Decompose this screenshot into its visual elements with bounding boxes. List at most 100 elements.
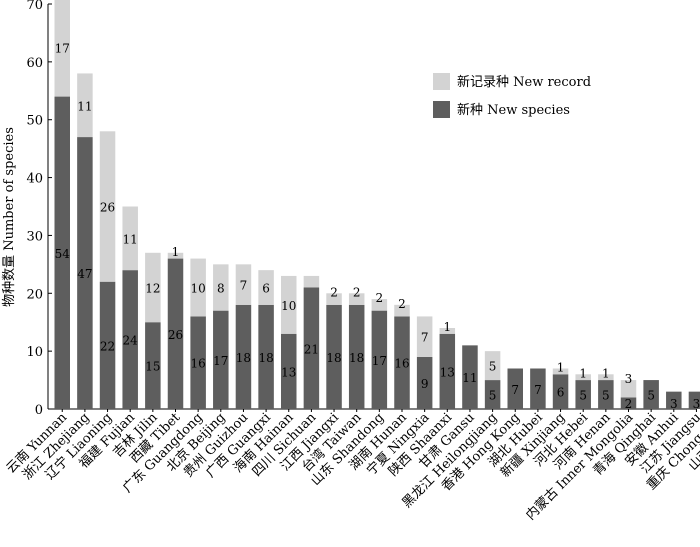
data-label-new-species: 3 — [693, 397, 700, 411]
data-label-new-species: 18 — [236, 351, 251, 365]
bar-new-species — [213, 310, 229, 409]
data-label-new-record: 1 — [172, 245, 180, 259]
bar-new-record — [620, 380, 637, 398]
data-label-new-record: 2 — [330, 285, 338, 299]
data-label-new-record: 26 — [100, 201, 115, 215]
bar-new-species — [462, 345, 478, 409]
data-label-new-record: 7 — [240, 279, 248, 293]
data-label-new-record: 10 — [191, 282, 206, 296]
bar-new-species — [77, 137, 93, 410]
data-label-new-record: 1 — [602, 366, 610, 380]
legend-label-new-record: 新记录种 New record — [457, 74, 591, 90]
data-labels: 5417471122262411151226116101781871861310… — [55, 41, 700, 411]
data-label-new-species: 21 — [304, 342, 319, 356]
data-label-new-species: 5 — [489, 389, 497, 403]
bar-new-species — [688, 391, 700, 409]
data-label-new-species: 9 — [421, 377, 429, 391]
data-label-new-species: 11 — [462, 371, 477, 385]
bar-new-species — [54, 96, 70, 410]
bar-new-species — [258, 304, 274, 409]
legend-swatch-new-record — [433, 73, 450, 90]
bar-new-species — [552, 374, 569, 409]
bars — [54, 0, 700, 410]
legend-label-new-species: 新种 New species — [457, 102, 570, 118]
bar-new-species — [281, 333, 297, 409]
bar-new-species — [326, 304, 342, 409]
bar-new-species — [598, 380, 614, 409]
data-label-new-record: 11 — [77, 99, 92, 113]
data-label-new-species: 6 — [557, 386, 565, 400]
bar-new-species — [99, 281, 116, 409]
data-label-new-record: 2 — [398, 297, 406, 311]
bar-new-record — [598, 374, 614, 381]
bar-new-species — [666, 391, 682, 409]
bar-new-record — [439, 328, 456, 334]
data-label-new-species: 5 — [602, 389, 610, 403]
data-label-new-species: 7 — [511, 383, 519, 397]
bar-new-species — [620, 397, 637, 409]
bar-new-species — [235, 304, 252, 409]
bar-new-record — [326, 293, 342, 305]
bar-new-record — [190, 258, 206, 317]
bar-new-record — [348, 293, 365, 305]
data-label-new-species: 13 — [281, 365, 296, 379]
data-label-new-species: 16 — [394, 357, 409, 371]
data-label-new-species: 13 — [440, 365, 455, 379]
y-tick-label: 40 — [26, 172, 43, 187]
bar-new-species — [303, 287, 320, 409]
data-label-new-species: 17 — [213, 354, 228, 368]
legend: 新记录种 New record 新种 New species — [433, 73, 591, 118]
data-label-new-species: 5 — [579, 389, 587, 403]
y-tick-label: 0 — [35, 403, 43, 418]
data-label-new-species: 18 — [258, 351, 273, 365]
y-tick-label: 60 — [26, 56, 43, 71]
bar-new-species — [484, 380, 501, 409]
data-label-new-species: 2 — [625, 397, 633, 411]
bar-new-record — [54, 0, 70, 97]
bar-new-record — [122, 206, 138, 271]
bar-new-record — [167, 252, 184, 259]
bar-new-species — [530, 368, 546, 409]
bar-new-species — [145, 322, 161, 409]
y-axis-label: 物种数量 Number of species — [2, 127, 17, 307]
data-label-new-species: 26 — [168, 328, 183, 342]
y-tick-label: 10 — [26, 345, 43, 360]
bar-new-record — [416, 316, 433, 357]
data-label-new-species: 18 — [349, 351, 364, 365]
data-label-new-record: 1 — [557, 361, 565, 375]
data-label-new-species: 54 — [55, 247, 71, 261]
data-label-new-record: 8 — [217, 282, 225, 296]
data-label-new-record: 12 — [145, 282, 160, 296]
bar-new-record — [77, 73, 93, 138]
data-label-new-record: 1 — [579, 366, 587, 380]
bar-new-record — [235, 264, 252, 305]
data-label-new-species: 24 — [123, 334, 139, 348]
data-label-new-species: 22 — [100, 339, 115, 353]
bar-new-record — [303, 275, 320, 288]
legend-swatch-new-species — [433, 101, 450, 118]
bar-new-species — [575, 380, 591, 409]
bar-new-record — [552, 368, 569, 375]
data-label-new-record: 11 — [123, 232, 138, 246]
data-label-new-record: 1 — [443, 320, 451, 334]
bar-new-record — [394, 304, 410, 317]
bar-new-record — [484, 351, 501, 381]
y-tick-label: 30 — [26, 229, 43, 244]
bar-new-record — [99, 131, 116, 282]
bar-new-species — [190, 316, 206, 409]
data-label-new-species: 17 — [372, 354, 387, 368]
data-label-new-species: 3 — [670, 397, 678, 411]
y-tick-label: 70 — [26, 0, 43, 13]
bar-new-record — [213, 264, 229, 311]
data-label-new-species: 18 — [326, 351, 341, 365]
bar-new-species — [167, 258, 184, 409]
y-tick-label: 50 — [26, 114, 43, 129]
bar-new-record — [575, 374, 591, 381]
data-label-new-record: 2 — [376, 291, 384, 305]
bar-new-record — [145, 252, 161, 323]
data-label-new-record: 7 — [421, 331, 429, 345]
bar-new-species — [122, 270, 138, 409]
bar-new-species — [348, 304, 365, 409]
